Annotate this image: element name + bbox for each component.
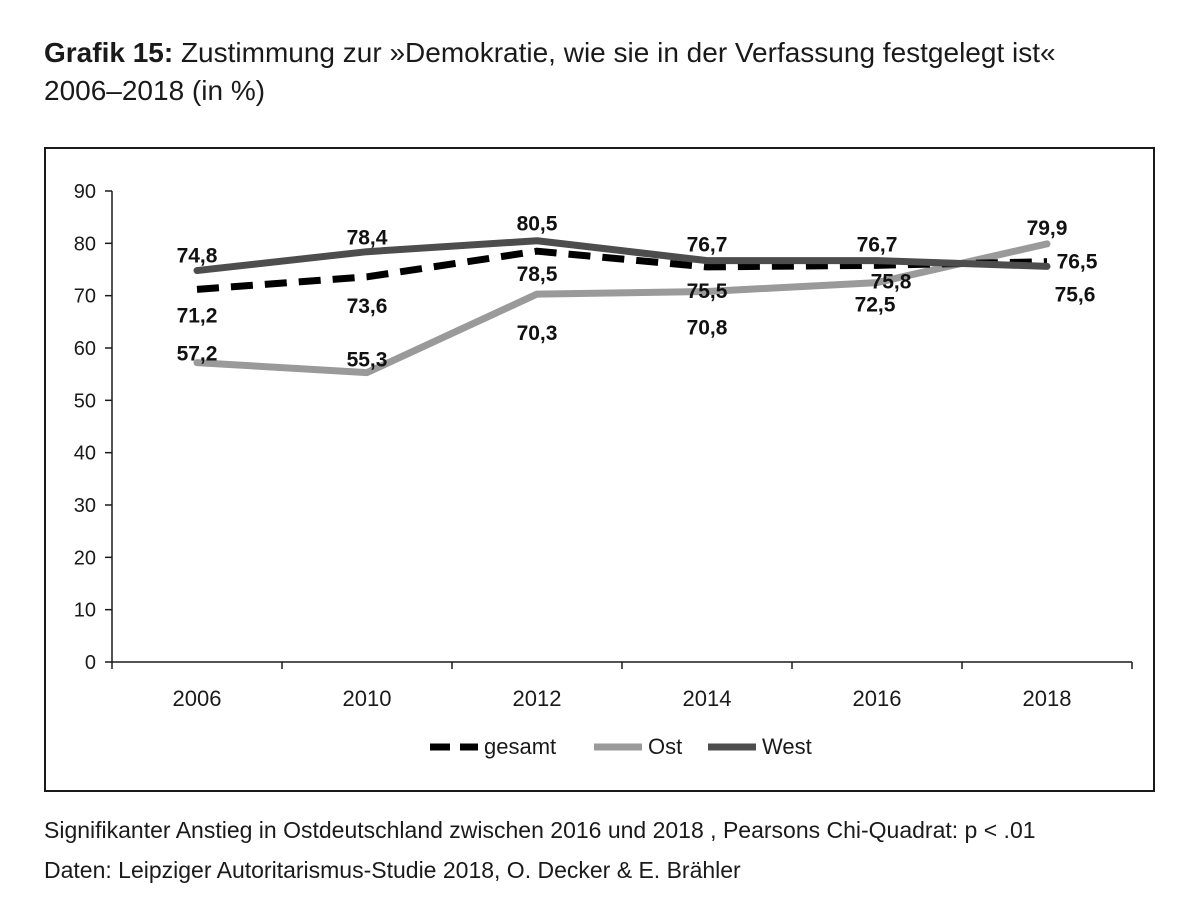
y-tick-label-10: 10 [74, 600, 96, 622]
figure-label: Grafik 15: [44, 37, 174, 68]
data-label-gesamt-2016: 75,8 [871, 270, 912, 293]
data-label-gesamt-2006: 71,2 [177, 304, 218, 327]
data-label-west-2010: 78,4 [347, 227, 388, 250]
x-tick-label-2014: 2014 [683, 686, 732, 711]
y-tick-label-30: 30 [74, 495, 96, 517]
y-tick-label-70: 70 [74, 286, 96, 308]
data-label-west-2016: 76,7 [857, 234, 898, 257]
x-tick-label-2018: 2018 [1023, 686, 1072, 711]
x-tick-label-2012: 2012 [513, 686, 562, 711]
data-label-gesamt-2010: 73,6 [347, 295, 388, 318]
footnote-significance: Signifikanter Anstieg in Ostdeutschland … [44, 817, 1036, 843]
y-tick-label-20: 20 [74, 547, 96, 569]
figure-title: Zustimmung zur »Demokratie, wie sie in d… [173, 37, 1056, 68]
data-label-west-2012: 80,5 [517, 213, 558, 236]
line-chart: 0 10 20 30 40 50 60 70 80 90 2006 2010 2012 2014 2016 2… [74, 181, 1133, 759]
title-line: Grafik 15: Zustimmung zur »Demokratie, w… [44, 34, 1164, 72]
legend-label-west: West [762, 734, 812, 759]
data-label-west-2018: 75,6 [1055, 283, 1096, 306]
figure-subtitle: 2006–2018 (in %) [44, 75, 266, 106]
x-tick-label-2006: 2006 [173, 686, 222, 711]
data-label-gesamt-2014: 75,5 [687, 280, 728, 303]
y-tick-label-0: 0 [85, 652, 96, 674]
chart-frame: 0 10 20 30 40 50 60 70 80 90 2006 2010 2012 2014 2016 2… [44, 147, 1155, 792]
data-label-ost-2018: 79,9 [1027, 217, 1068, 240]
data-label-gesamt-2018: 76,5 [1057, 251, 1098, 274]
legend-label-ost: Ost [648, 734, 682, 759]
data-label-west-2014: 76,7 [687, 234, 728, 257]
data-label-west-2006: 74,8 [177, 245, 218, 268]
data-label-ost-2012: 70,3 [517, 322, 558, 345]
y-tick-label-80: 80 [74, 233, 96, 255]
x-tick-label-2016: 2016 [853, 686, 902, 711]
data-label-ost-2006: 57,2 [177, 343, 218, 366]
legend-label-gesamt: gesamt [484, 734, 556, 759]
series-line-ost [193, 240, 1051, 377]
series-line-west [193, 237, 1051, 275]
y-tick-label-40: 40 [74, 443, 96, 465]
y-tick-label-60: 60 [74, 338, 96, 360]
chart-title: Grafik 15: Zustimmung zur »Demokratie, w… [44, 34, 1164, 110]
x-tick-label-2010: 2010 [343, 686, 392, 711]
data-label-ost-2010: 55,3 [347, 349, 388, 372]
data-label-ost-2014: 70,8 [687, 316, 728, 339]
series-line-gesamt [196, 247, 1048, 293]
y-tick-label-90: 90 [74, 181, 96, 203]
data-label-gesamt-2012: 78,5 [517, 263, 558, 286]
footnote-source: Daten: Leipziger Autoritarismus-Studie 2… [44, 857, 741, 883]
data-label-ost-2016: 72,5 [855, 294, 896, 317]
y-tick-label-50: 50 [74, 390, 96, 412]
